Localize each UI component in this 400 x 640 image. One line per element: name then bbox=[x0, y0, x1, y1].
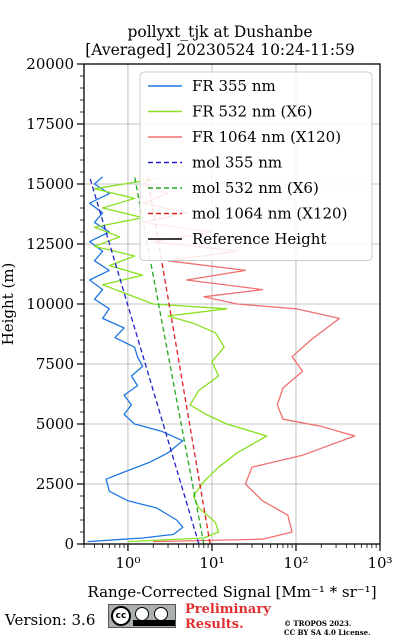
legend-label: FR 1064 nm (X120) bbox=[192, 128, 341, 146]
copyright-line1: © TROPOS 2023. bbox=[284, 619, 352, 628]
license-bar bbox=[133, 620, 175, 626]
legend-box bbox=[139, 71, 373, 261]
legend-label: mol 532 nm (X6) bbox=[192, 179, 319, 197]
series-line bbox=[133, 176, 205, 544]
chart-subtitle: [Averaged] 20230524 10:24-11:59 bbox=[85, 41, 355, 59]
cc-license-badge[interactable]: cc bbox=[108, 604, 176, 628]
y-axis-label: Height (m) bbox=[0, 263, 17, 346]
y-tick-label: 10000 bbox=[26, 295, 74, 313]
chart-title: pollyxt_tjk at Dushanbe bbox=[127, 23, 313, 41]
series-line bbox=[87, 176, 184, 543]
preliminary-line2: Results. bbox=[185, 617, 244, 632]
legend-label: FR 532 nm (X6) bbox=[192, 103, 312, 121]
preliminary-notice: Preliminary Results. bbox=[185, 602, 271, 632]
copyright-line2: CC BY SA 4.0 License. bbox=[284, 627, 371, 637]
legend: FR 355 nm FR 532 nm (X6) FR 1064 nm (X120)… bbox=[139, 71, 373, 261]
legend-label: mol 355 nm bbox=[192, 154, 282, 172]
y-tick-label: 15000 bbox=[26, 175, 74, 193]
attribution-icon bbox=[135, 607, 149, 621]
x-tick-label: 10² bbox=[283, 554, 308, 572]
copyright-notice: © TROPOS 2023. CC BY SA 4.0 License. bbox=[284, 619, 371, 637]
x-tick-label: 10⁰ bbox=[115, 554, 140, 572]
legend-label: Reference Height bbox=[192, 230, 326, 248]
y-tick-label: 2500 bbox=[36, 475, 74, 493]
legend-label: mol 1064 nm (X120) bbox=[192, 205, 347, 223]
y-tick-label: 5000 bbox=[36, 415, 74, 433]
legend-label: FR 355 nm bbox=[192, 77, 276, 95]
x-tick-label: 10³ bbox=[367, 554, 392, 572]
series-line bbox=[146, 176, 211, 544]
share-alike-icon bbox=[154, 607, 168, 621]
axis-ticks: 0 2500 5000 7500 10000 12500 15000 17500 20000 10… bbox=[26, 55, 392, 572]
cc-icon: cc bbox=[111, 606, 131, 626]
x-tick-label: 10¹ bbox=[199, 554, 224, 572]
x-axis-label: Range-Corrected Signal [Mm⁻¹ * sr⁻¹] bbox=[87, 583, 376, 601]
y-tick-label: 20000 bbox=[26, 55, 74, 73]
y-tick-label: 7500 bbox=[36, 355, 74, 373]
y-tick-label: 0 bbox=[64, 535, 74, 553]
version-text: Version: 3.6 bbox=[5, 611, 96, 629]
preliminary-line1: Preliminary bbox=[185, 602, 271, 617]
y-tick-label: 12500 bbox=[26, 235, 74, 253]
y-tick-label: 17500 bbox=[26, 115, 74, 133]
